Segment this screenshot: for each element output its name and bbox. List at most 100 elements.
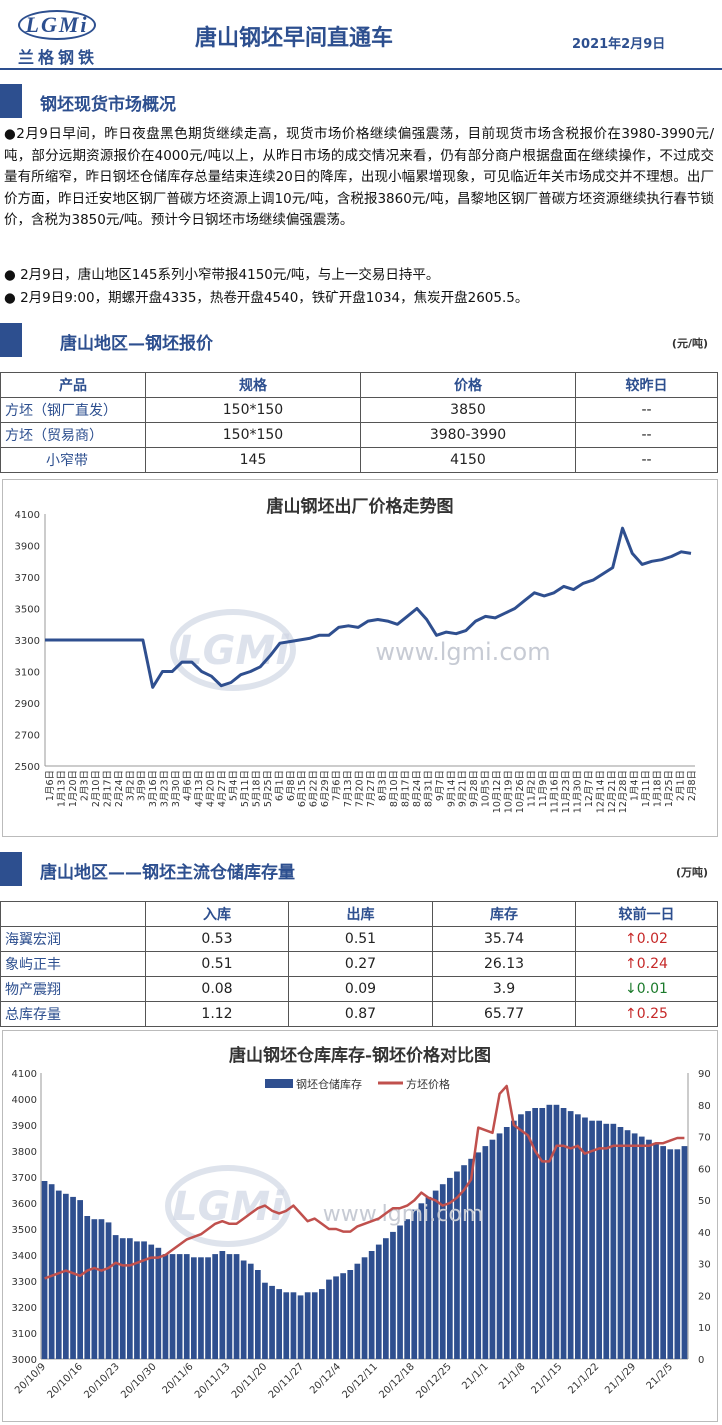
col-header: 较前一日 bbox=[575, 901, 718, 927]
x-tick-label: 8月24日 bbox=[412, 770, 423, 807]
spec-cell: 150*150 bbox=[145, 397, 361, 423]
inventory-bar bbox=[375, 1244, 382, 1359]
y-tick-label: 3700 bbox=[15, 573, 40, 584]
inventory-bar bbox=[390, 1231, 396, 1359]
left-y-tick-label: 3400 bbox=[12, 1251, 37, 1262]
left-y-tick-label: 3300 bbox=[12, 1277, 37, 1288]
inventory-bar bbox=[183, 1254, 190, 1359]
logo-chinese-name: 兰格钢铁 bbox=[17, 48, 98, 67]
inventory-bar bbox=[447, 1177, 453, 1359]
x-tick-label: 1月6日 bbox=[45, 770, 56, 801]
out-cell: 0.51 bbox=[288, 926, 433, 952]
change-cell: -- bbox=[575, 447, 718, 473]
inventory-bar bbox=[489, 1139, 496, 1359]
legend-swatch-inventory bbox=[265, 1079, 293, 1088]
section-title: 钢坯现货市场概况 bbox=[40, 95, 176, 115]
inventory-bar bbox=[319, 1289, 325, 1359]
right-y-tick-label: 10 bbox=[698, 1323, 711, 1334]
x-tick-label: 7月6日 bbox=[332, 770, 343, 801]
inventory-bar bbox=[340, 1273, 346, 1359]
x-tick-label: 2月10日 bbox=[91, 770, 102, 807]
left-y-tick-label: 3500 bbox=[12, 1225, 37, 1236]
in-cell: 0.53 bbox=[145, 926, 289, 952]
inventory-bar bbox=[63, 1193, 69, 1359]
inventory-bar bbox=[55, 1190, 62, 1359]
x-tick-label: 1月18日 bbox=[653, 770, 664, 807]
section-inventory: 唐山地区——钢坯主流仓储库存量 (万吨) bbox=[0, 852, 722, 886]
x-tick-label: 1月20日 bbox=[68, 770, 79, 807]
x-tick-label: 20/12/18 bbox=[377, 1361, 417, 1401]
inventory-table: 入库 出库 库存 较前一日 海翼宏润 0.53 0.51 35.74 ↑0.02… bbox=[0, 901, 718, 1027]
inventory-bar bbox=[674, 1149, 681, 1359]
x-tick-label: 8月10日 bbox=[389, 770, 400, 807]
change-cell: -- bbox=[575, 397, 718, 423]
inventory-bar bbox=[247, 1263, 254, 1359]
x-tick-label: 9月28日 bbox=[469, 770, 480, 807]
unit-label: (元/吨) bbox=[671, 337, 708, 350]
x-tick-label: 21/1/1 bbox=[460, 1361, 491, 1392]
inventory-bar bbox=[624, 1130, 631, 1359]
table-row: 方坯（贸易商） 150*150 3980-3990 -- bbox=[0, 422, 718, 448]
x-tick-label: 10月12日 bbox=[492, 770, 503, 813]
inventory-bar bbox=[205, 1257, 211, 1359]
inventory-bar bbox=[297, 1295, 304, 1359]
left-y-tick-label: 3900 bbox=[12, 1121, 37, 1132]
right-y-tick-label: 90 bbox=[698, 1069, 711, 1080]
x-tick-label: 11月23日 bbox=[561, 770, 572, 813]
right-y-tick-label: 80 bbox=[698, 1101, 711, 1112]
x-tick-label: 21/2/5 bbox=[645, 1361, 676, 1392]
table-row: 方坯（钢厂直发） 150*150 3850 -- bbox=[0, 397, 718, 423]
inventory-bar bbox=[681, 1146, 688, 1359]
price-series-line bbox=[45, 526, 692, 689]
inventory-bar bbox=[219, 1251, 226, 1359]
inventory-bar bbox=[418, 1203, 425, 1359]
x-tick-label: 4月27日 bbox=[217, 770, 228, 807]
inventory-bar bbox=[646, 1139, 652, 1359]
x-tick-label: 20/11/13 bbox=[193, 1361, 233, 1401]
price-cell: 4150 bbox=[360, 447, 576, 473]
inventory-bar bbox=[667, 1149, 674, 1359]
x-tick-label: 8月31日 bbox=[423, 770, 434, 807]
left-y-tick-label: 3100 bbox=[12, 1329, 37, 1340]
x-tick-label: 1月13日 bbox=[56, 770, 67, 807]
x-tick-label: 6月29日 bbox=[320, 770, 331, 807]
legend-label-inventory: 钢坯仓储库存 bbox=[296, 1077, 362, 1091]
inventory-bar bbox=[176, 1254, 183, 1359]
section-title: 唐山地区—钢坯报价 bbox=[60, 334, 213, 354]
unit-label: (万吨) bbox=[675, 866, 708, 879]
inventory-bar bbox=[532, 1108, 538, 1359]
x-tick-label: 20/12/11 bbox=[341, 1361, 381, 1401]
y-tick-label: 3300 bbox=[15, 636, 40, 647]
watermark-logo-ring bbox=[170, 609, 296, 691]
price-cell: 3980-3990 bbox=[360, 422, 576, 448]
stock-cell: 3.9 bbox=[432, 976, 576, 1002]
x-tick-label: 20/10/23 bbox=[82, 1361, 122, 1401]
inventory-bar bbox=[155, 1247, 162, 1359]
left-y-tick-label: 4000 bbox=[12, 1095, 37, 1106]
x-tick-label: 7月27日 bbox=[366, 770, 377, 807]
out-cell: 0.87 bbox=[288, 1001, 433, 1027]
x-tick-label: 10月5日 bbox=[481, 770, 492, 807]
x-tick-label: 4月20日 bbox=[206, 770, 217, 807]
x-tick-label: 20/11/6 bbox=[161, 1361, 196, 1396]
x-tick-label: 20/12/4 bbox=[308, 1361, 343, 1396]
right-y-tick-label: 70 bbox=[698, 1133, 711, 1144]
change-cell: ↑0.25 bbox=[575, 1001, 718, 1027]
inventory-bar bbox=[105, 1222, 112, 1359]
section-marker bbox=[0, 852, 22, 886]
inventory-bar bbox=[475, 1152, 482, 1359]
inventory-bar bbox=[361, 1257, 368, 1359]
inventory-bar bbox=[560, 1108, 567, 1359]
inventory-bar bbox=[617, 1127, 624, 1359]
change-cell: -- bbox=[575, 422, 718, 448]
x-tick-label: 3月9日 bbox=[137, 770, 148, 801]
inventory-bar bbox=[439, 1184, 446, 1359]
right-y-tick-label: 20 bbox=[698, 1291, 711, 1302]
inventory-bar bbox=[546, 1104, 553, 1359]
inventory-bar bbox=[226, 1254, 233, 1359]
table-header-row: 入库 出库 库存 较前一日 bbox=[0, 901, 718, 927]
x-tick-label: 3月30日 bbox=[171, 770, 182, 807]
x-tick-label: 12月21日 bbox=[607, 770, 618, 813]
futures-open-note: ● 2月9日9:00，期螺开盘4335，热卷开盘4540，铁矿开盘1034，焦炭… bbox=[4, 290, 529, 306]
x-tick-label: 21/1/8 bbox=[497, 1361, 528, 1392]
